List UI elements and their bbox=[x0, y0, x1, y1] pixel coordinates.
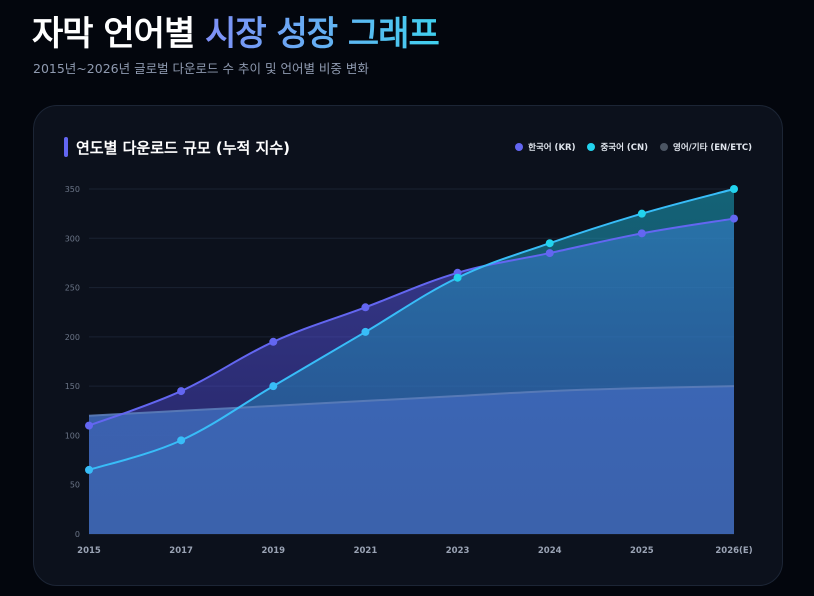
line-en bbox=[88, 385, 735, 417]
legend-label-en: 영어/기타 (EN/ETC) bbox=[673, 143, 752, 153]
page-subtitle: 2015년~2026년 글로벌 다운로드 수 추이 및 언어별 비중 변화 bbox=[33, 61, 369, 76]
chart-card-header: 연도별 다운로드 규모 (누적 지수) bbox=[64, 136, 290, 158]
point-cn-2024 bbox=[545, 239, 554, 248]
legend-dot-kr bbox=[515, 143, 524, 151]
title-accent-bar bbox=[64, 137, 68, 157]
point-kr-2026(E) bbox=[730, 214, 738, 223]
x-tick-label: 2023 bbox=[446, 546, 470, 556]
area-en bbox=[89, 386, 734, 534]
point-cn-2023 bbox=[453, 273, 462, 282]
y-tick-label: 350 bbox=[65, 185, 80, 194]
page-title-highlight: 시장 성장 그래프 bbox=[205, 14, 440, 54]
point-kr-2017 bbox=[177, 387, 186, 396]
legend-label-kr: 한국어 (KR) bbox=[528, 143, 576, 153]
page-title: 자막 언어별 시장 성장 그래프 bbox=[32, 6, 440, 55]
legend-item-en[interactable]: 영어/기타 (EN/ETC) bbox=[660, 141, 752, 153]
chart-legend: 한국어 (KR) 중국어 (CN) 영어/기타 (EN/ETC) bbox=[515, 141, 752, 153]
chart-card: 0 50 100 150 200 250 300 350 2015 2017 2019 2021 202… bbox=[33, 105, 783, 586]
x-tick-label: 2019 bbox=[261, 546, 285, 556]
y-tick-label: 0 bbox=[75, 530, 80, 539]
y-tick-label: 200 bbox=[65, 333, 80, 342]
point-kr-2024 bbox=[545, 249, 554, 258]
y-tick-label: 300 bbox=[65, 234, 80, 243]
point-cn-2025 bbox=[637, 209, 646, 218]
point-kr-2025 bbox=[637, 229, 646, 238]
point-cn-2019 bbox=[269, 382, 278, 391]
x-tick-label: 2015 bbox=[77, 546, 101, 556]
area-chart: 0 50 100 150 200 250 300 350 2015 2017 2019 2021 202… bbox=[65, 185, 753, 556]
page-title-main: 자막 언어별 bbox=[32, 14, 195, 54]
legend-dot-en bbox=[660, 143, 669, 151]
point-cn-2017 bbox=[177, 436, 186, 445]
legend-item-kr[interactable]: 한국어 (KR) bbox=[515, 141, 575, 153]
x-tick-label: 2017 bbox=[169, 546, 193, 556]
point-cn-2026(E) bbox=[730, 185, 738, 193]
point-cn-2015 bbox=[85, 465, 93, 474]
point-kr-2015 bbox=[85, 421, 93, 430]
y-tick-label: 250 bbox=[65, 284, 80, 293]
legend-label-cn: 중국어 (CN) bbox=[600, 143, 649, 153]
point-kr-2021 bbox=[361, 303, 370, 312]
chart-title: 연도별 다운로드 규모 (누적 지수) bbox=[76, 138, 291, 157]
y-tick-label: 100 bbox=[65, 431, 80, 440]
x-tick-label: 2024 bbox=[538, 546, 562, 556]
legend-dot-cn bbox=[587, 143, 596, 151]
y-tick-label: 150 bbox=[65, 382, 80, 391]
line-cn bbox=[88, 188, 735, 471]
x-tick-label: 2021 bbox=[354, 546, 378, 556]
x-tick-label: 2025 bbox=[630, 546, 654, 556]
x-tick-label: 2026(E) bbox=[715, 546, 752, 556]
point-cn-2021 bbox=[361, 327, 370, 336]
legend-item-cn[interactable]: 중국어 (CN) bbox=[587, 141, 648, 153]
line-kr bbox=[88, 217, 735, 427]
y-tick-label: 50 bbox=[70, 481, 80, 490]
point-kr-2019 bbox=[269, 337, 278, 346]
